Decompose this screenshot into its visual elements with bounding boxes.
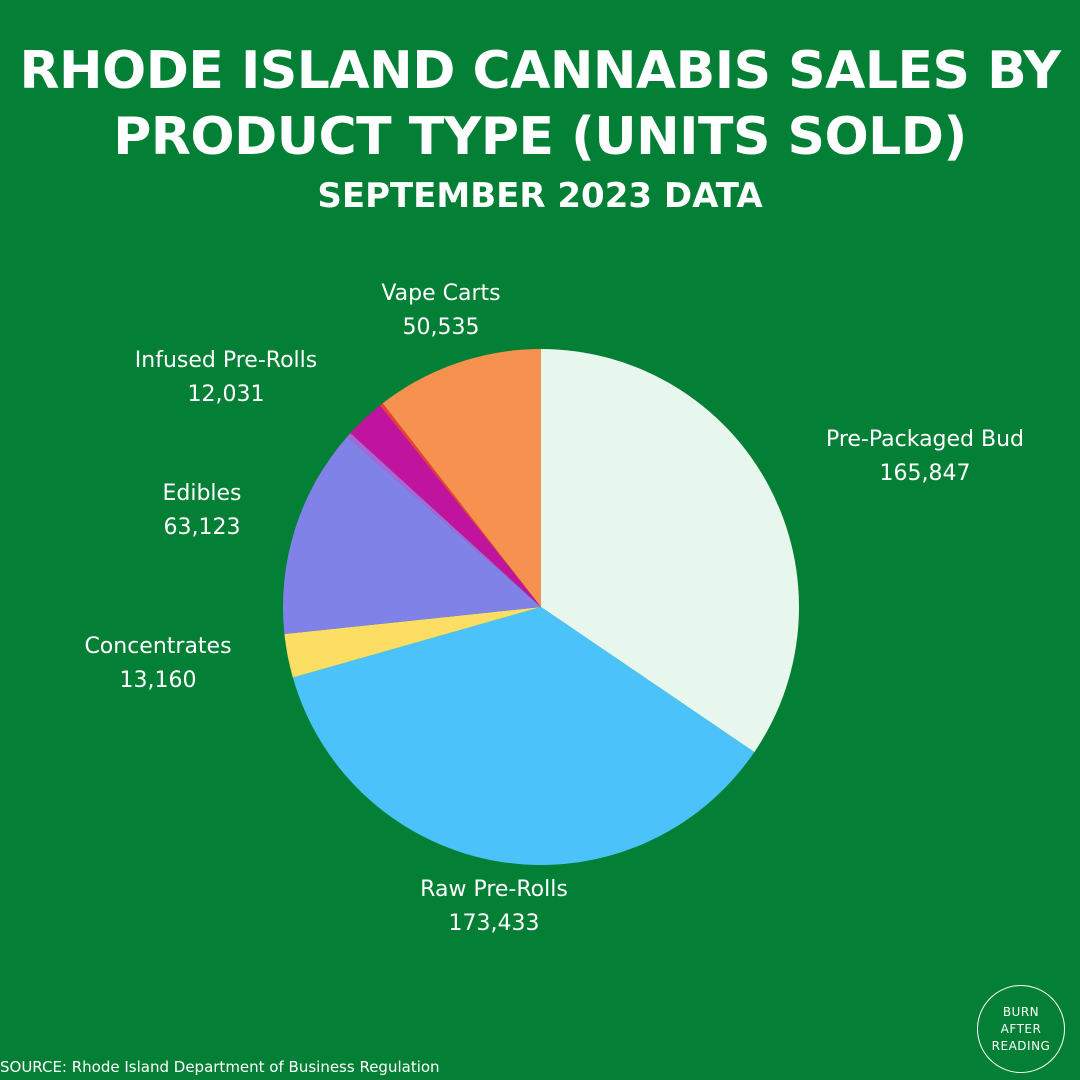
slice-value-pre-packaged-bud: 165,847 <box>880 461 971 486</box>
pie-slice-pre-packaged-bud <box>541 349 799 753</box>
logo-line-3: READING <box>991 1038 1051 1053</box>
pie-slice-vape-carts <box>382 349 541 607</box>
pie-slice-raw-pre-rolls <box>292 607 755 865</box>
slice-value-infused-pre-rolls: 12,031 <box>188 382 265 407</box>
slice-value-raw-pre-rolls: 173,433 <box>449 911 540 936</box>
burn-after-reading-logo: BURN AFTER READING <box>977 985 1065 1073</box>
chart-subtitle: SEPTEMBER 2023 DATA <box>317 176 763 216</box>
slice-label-infused-pre-rolls: Infused Pre-Rolls <box>135 348 317 373</box>
logo-line-1: BURN <box>1002 1004 1040 1019</box>
pie-slice-edibles <box>282 436 541 635</box>
pie-slice-concentrates <box>284 607 541 678</box>
slice-label-vape-carts: Vape Carts <box>381 281 500 306</box>
pie-slice-unlabeled-4 <box>347 433 541 607</box>
slice-label-edibles: Edibles <box>162 481 241 506</box>
slice-label-pre-packaged-bud: Pre-Packaged Bud <box>826 427 1024 452</box>
chart-title: RHODE ISLAND CANNABIS SALES BY PRODUCT T… <box>19 41 1061 167</box>
logo-line-2: AFTER <box>1000 1021 1042 1036</box>
slice-label-raw-pre-rolls: Raw Pre-Rolls <box>420 877 568 902</box>
source-note: SOURCE: Rhode Island Department of Busin… <box>0 1058 440 1076</box>
slice-value-edibles: 63,123 <box>164 515 241 540</box>
pie-slice-infused-pre-rolls <box>350 405 541 607</box>
slice-value-concentrates: 13,160 <box>120 668 197 693</box>
pie-slice-unlabeled-6 <box>380 403 541 607</box>
slice-value-vape-carts: 50,535 <box>403 315 480 340</box>
slice-label-concentrates: Concentrates <box>84 634 231 659</box>
